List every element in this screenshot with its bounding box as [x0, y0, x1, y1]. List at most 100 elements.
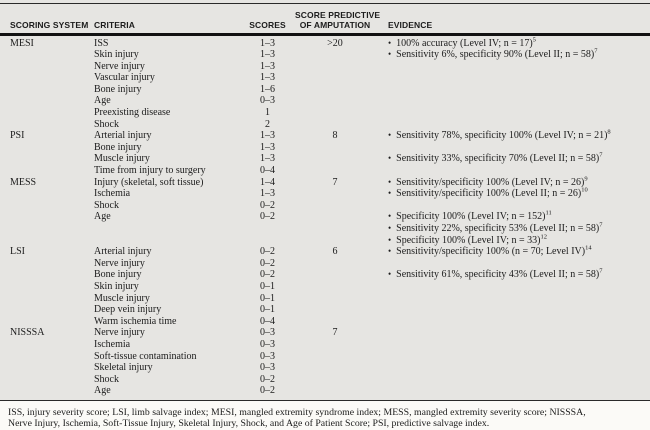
table-row: LSI Arterial injury 0–2 6 • Sensitivity/speci… [10, 244, 644, 258]
criteria-cell [94, 223, 240, 235]
score-cell: 0–3 [260, 362, 275, 374]
footnote-line-2: Nerve Injury, Ischemia, Soft-Tissue Inju… [8, 417, 490, 429]
score-cell: 0–2 [260, 211, 275, 223]
criteria-cell: Warm ischemia time [94, 315, 177, 327]
scoring-system-name: NISSSA [10, 327, 45, 339]
score-cell: 0–2 [260, 385, 275, 397]
score-cell [240, 223, 295, 235]
predictive-cell [295, 281, 375, 293]
scoring-system-name [10, 316, 94, 328]
predictive-cell [295, 200, 375, 212]
evidence-citation: 7 [594, 47, 598, 55]
criteria-cell: Skin injury [94, 49, 139, 61]
evidence-text: Sensitivity/specificity 100% (Level IV; … [396, 176, 585, 188]
table-row: Ischemia 0–3 [10, 339, 644, 351]
predictive-cell [295, 235, 375, 247]
evidence-citation: 7 [599, 221, 603, 229]
evidence-text: Sensitivity 61%, specificity 43% (Level … [396, 269, 600, 281]
top-rule [0, 3, 650, 4]
predictive-cell [295, 119, 375, 131]
predictive-cell [295, 362, 375, 374]
col-header-scoring-system: SCORING SYSTEM [10, 20, 89, 30]
evidence-cell [375, 200, 644, 212]
bullet-icon: • [388, 153, 392, 164]
evidence-citation: 12 [540, 233, 547, 241]
score-cell: 0–2 [260, 257, 275, 269]
col-header-criteria: CRITERIA [94, 20, 135, 30]
evidence-cell [375, 351, 644, 363]
evidence-cell: • Sensitivity 61%, specificity 43% (Level… [375, 268, 644, 281]
table-row: Shock 0–2 [10, 374, 644, 386]
table-row: Bone injury 1–3 [10, 142, 644, 154]
evidence-cell: • Sensitivity/specificity 100% (Level II;… [375, 187, 644, 200]
criteria-cell: Ischemia [94, 338, 131, 350]
evidence-citation: 7 [599, 152, 603, 160]
predictive-cell [295, 153, 375, 165]
evidence-cell [375, 84, 644, 96]
table-row: Bone injury 0–2 • Sensitivity 61%, specific… [10, 268, 644, 281]
evidence-text: Sensitivity 33%, specificity 70% (Level … [396, 153, 600, 165]
table-row: Warm ischemia time 0–4 [10, 316, 644, 328]
predictive-cell [295, 316, 375, 328]
table-row: Age 0–2 [10, 385, 644, 397]
scoring-system-name [10, 119, 94, 131]
scoring-system-name [10, 258, 94, 270]
score-cell: 0–4 [260, 165, 275, 177]
score-cell: 0–2 [260, 246, 275, 258]
scoring-system-name [10, 84, 94, 96]
predictive-cell [295, 293, 375, 305]
col-header-evidence: EVIDENCE [388, 20, 433, 30]
table-row: MESI ISS 1–3 >20 • 100% accuracy (Level IV; n… [10, 36, 644, 50]
table-row: Skin injury 1–3 • Sensitivity 6%, specifici… [10, 47, 644, 61]
evidence-cell [375, 258, 644, 270]
col-header-score-predictive-line1: SCORE PREDICTIVE [295, 10, 381, 20]
criteria-cell: Bone injury [94, 83, 142, 95]
scoring-table: SCORING SYSTEM CRITERIA SCORES SCORE PRE… [0, 0, 650, 401]
evidence-cell: • Specificity 100% (Level IV; n = 33)12 [375, 233, 644, 247]
score-cell: 1–3 [260, 188, 275, 200]
score-cell: 1–4 [260, 176, 275, 188]
criteria-cell: Muscle injury [94, 292, 150, 304]
scoring-system-name [10, 223, 94, 235]
footnote-line-1: ISS, injury severity score; LSI, limb sa… [8, 406, 586, 418]
score-cell: 0–4 [260, 315, 275, 327]
table-body: MESI ISS 1–3 >20 • 100% accuracy (Level IV; n… [0, 36, 650, 400]
criteria-cell: Arterial injury [94, 130, 152, 142]
table-row: Nerve injury 0–2 [10, 258, 644, 270]
score-cell: 1–3 [260, 130, 275, 142]
scoring-system-name [10, 362, 94, 374]
bullet-icon: • [388, 223, 392, 233]
criteria-cell: Preexisting disease [94, 107, 171, 119]
score-cell: 0–1 [260, 304, 275, 316]
criteria-cell: Skin injury [94, 280, 139, 292]
table-row: Age 0–3 [10, 95, 644, 107]
table-footnote: ISS, injury severity score; LSI, limb sa… [0, 400, 650, 429]
table-row: Deep vein injury 0–1 [10, 304, 644, 316]
bottom-rule [0, 399, 650, 401]
predictive-cell [295, 165, 375, 177]
bullet-icon: • [388, 130, 392, 141]
criteria-cell: Age [94, 95, 111, 107]
criteria-cell: Nerve injury [94, 60, 145, 72]
evidence-cell [375, 95, 644, 107]
scoring-system-name [10, 304, 94, 316]
evidence-citation: 11 [545, 210, 552, 218]
criteria-cell: Skeletal injury [94, 362, 153, 374]
table-row: • Sensitivity 22%, specificity 53% (Level… [10, 221, 644, 235]
scoring-system-name [10, 95, 94, 107]
header-rule [0, 33, 650, 36]
col-header-scores: SCORES [249, 20, 286, 30]
evidence-citation: 14 [585, 244, 592, 252]
table-row: • Specificity 100% (Level IV; n = 33)12 [10, 233, 644, 247]
table-row: NISSSA Nerve injury 0–3 7 [10, 327, 644, 339]
predictive-cell [295, 223, 375, 235]
evidence-cell [375, 142, 644, 154]
criteria-cell: Nerve injury [94, 257, 145, 269]
scoring-system-name [10, 165, 94, 177]
bullet-icon: • [388, 49, 392, 60]
evidence-citation: 8 [607, 128, 611, 136]
scoring-system-name [10, 49, 94, 61]
score-cell: 1–3 [260, 49, 275, 61]
criteria-cell: Shock [94, 199, 119, 211]
